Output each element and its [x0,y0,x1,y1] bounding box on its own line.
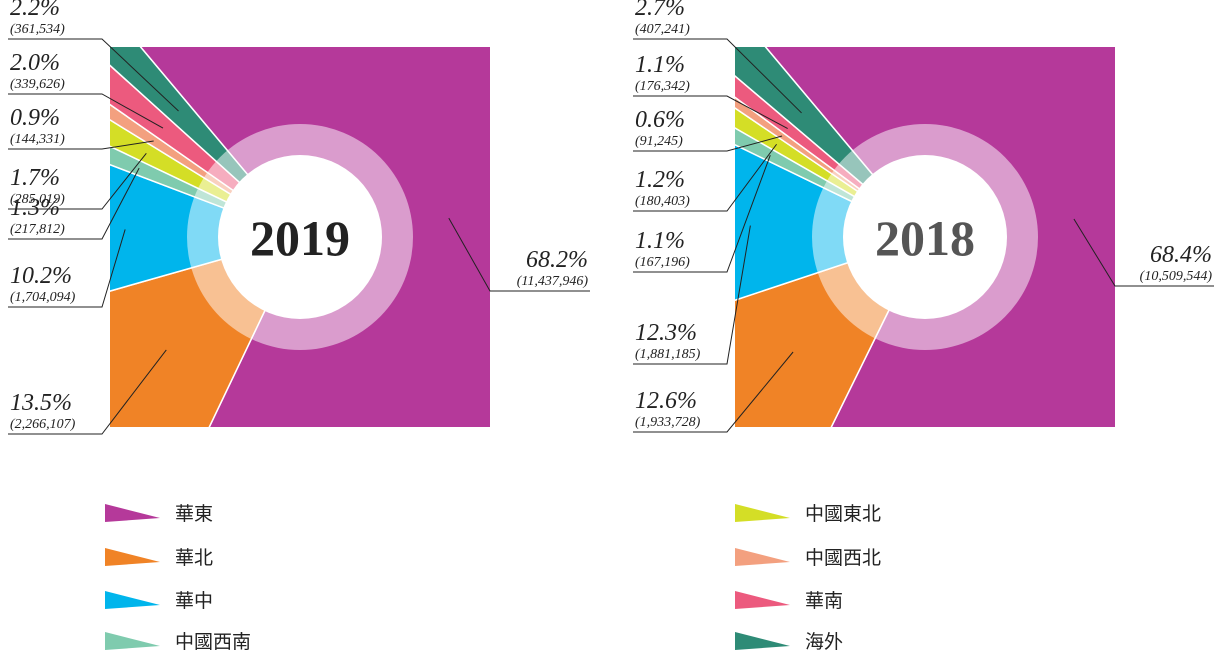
donut-hole [843,155,1007,319]
leader-line [8,152,147,210]
leader-line [633,38,802,114]
amount-label: (2,266,107) [10,417,76,432]
legend-label: 華中 [175,590,213,612]
legend-label: 海外 [805,631,843,653]
donut-hole [218,155,382,319]
legend-label: 華南 [805,590,843,612]
amount-label: (1,881,185) [635,347,701,362]
amount-label: (167,196) [635,255,690,270]
legend-swatch [735,591,790,609]
percent-label: 0.9% [10,105,60,131]
percent-label: 68.4% [1150,242,1212,268]
leader-line [633,155,771,273]
legend-swatch [105,548,160,566]
leader-line [8,229,126,308]
percent-label: 1.7% [10,165,60,191]
percent-label: 0.6% [635,107,685,133]
legend-label: 中國東北 [805,503,881,525]
legend-swatch [105,591,160,609]
legend-swatch [735,504,790,522]
leader-line [8,349,167,435]
amount-label: (180,403) [635,194,690,209]
amount-label: (361,534) [10,22,65,37]
amount-label: (217,812) [10,222,65,237]
leader-line [633,95,788,129]
legend-label: 華北 [175,547,213,569]
amount-label: (1,933,728) [635,415,701,430]
percent-label: 1.2% [635,167,685,193]
leader-line [633,143,777,212]
percent-label: 1.3% [10,195,60,221]
percent-label: 12.3% [635,320,697,346]
leader-line [633,135,783,152]
amount-label: (144,331) [10,132,65,147]
leader-line [8,38,179,112]
percent-label: 10.2% [10,263,72,289]
leader-line [8,140,154,150]
leader-line [448,217,590,292]
leader-line [633,351,794,433]
legend-swatch [735,548,790,566]
leader-line [8,93,164,129]
amount-label: (176,342) [635,79,690,94]
legend-label: 中國西北 [805,547,881,569]
leader-line [1073,218,1214,287]
percent-label: 1.1% [635,228,685,254]
percent-label: 2.7% [635,0,685,21]
amount-label: (285,019) [10,192,65,207]
percent-label: 2.0% [10,50,60,76]
pie-title: 2019 [250,210,350,266]
legend-swatch [105,504,160,522]
percent-label: 1.1% [635,52,685,78]
legend-label: 中國西南 [175,631,251,653]
amount-label: (339,626) [10,77,65,92]
amount-label: (10,509,544) [1140,269,1213,284]
legend-label: 華東 [175,503,213,525]
amount-label: (1,704,094) [10,290,76,305]
percent-label: 13.5% [10,390,72,416]
percent-label: 68.2% [526,247,588,273]
pie-title: 2018 [875,210,975,266]
amount-label: (407,241) [635,22,690,37]
amount-label: (91,245) [635,134,683,149]
percent-label: 2.2% [10,0,60,21]
leader-line [8,167,140,240]
legend-swatch [735,632,790,650]
leader-line [633,225,751,365]
amount-label: (11,437,946) [517,274,589,289]
percent-label: 12.6% [635,388,697,414]
legend-swatch [105,632,160,650]
